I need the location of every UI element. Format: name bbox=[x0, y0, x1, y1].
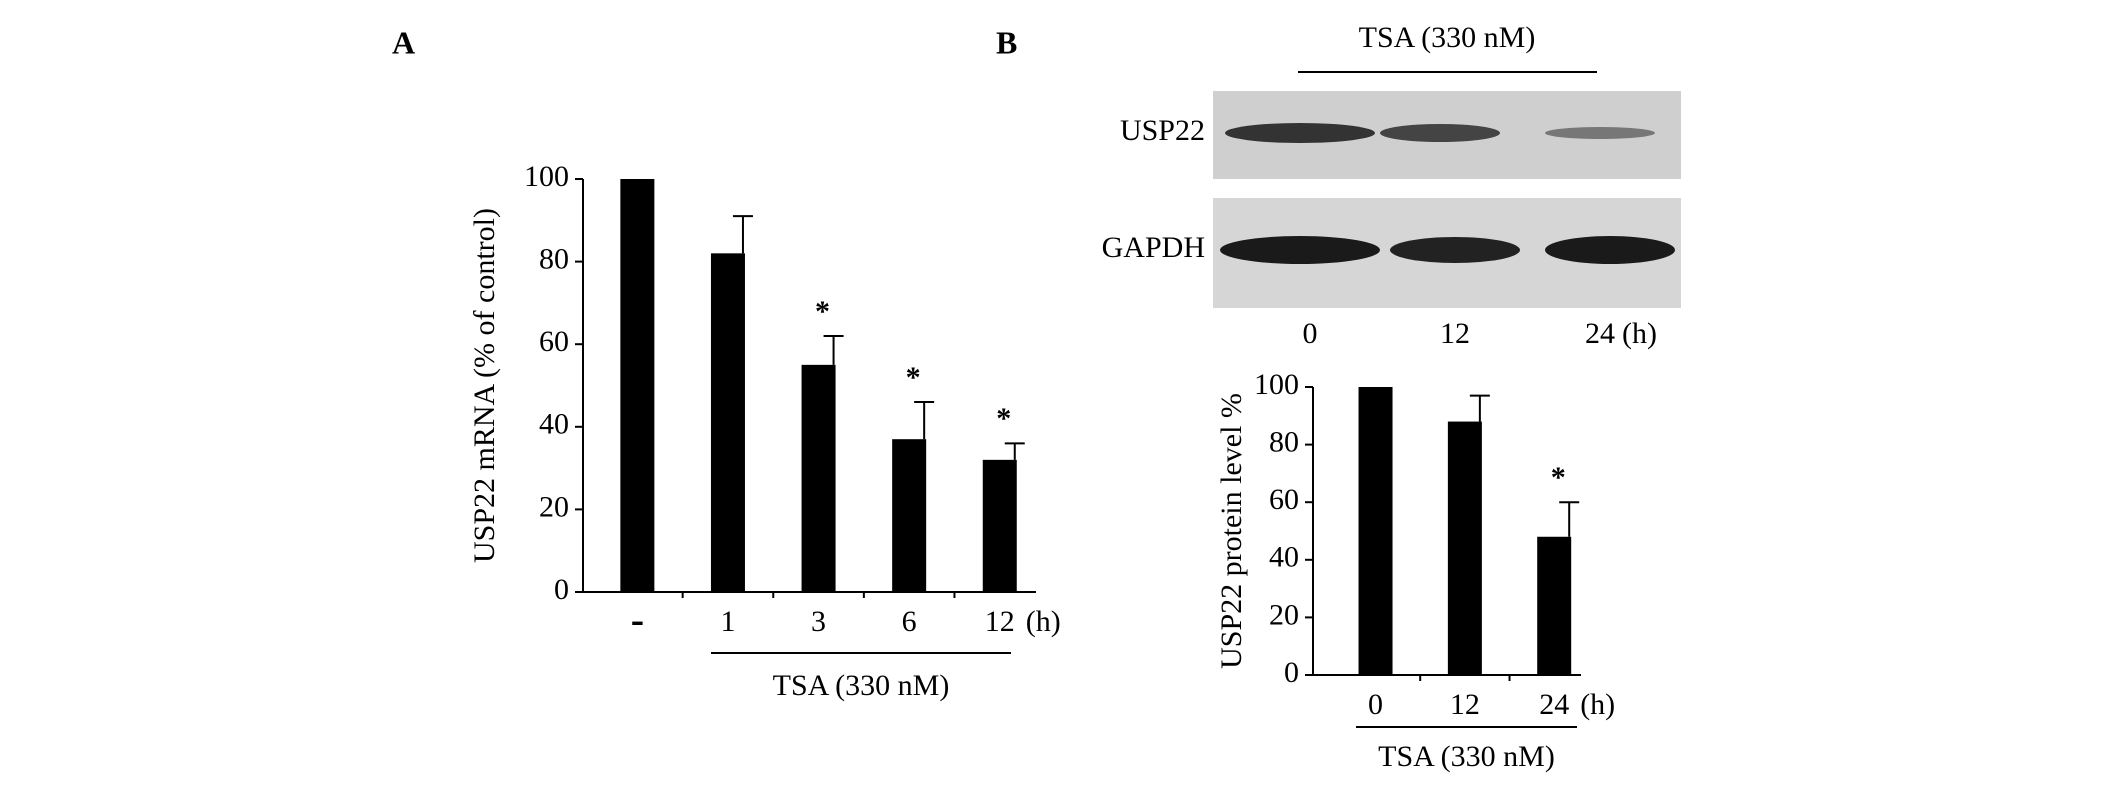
bar bbox=[1537, 536, 1572, 675]
y-axis-label: USP22 mRNA (% of control) bbox=[468, 208, 501, 563]
blot: TSA (330 nM) USP22 GAPDH 0 12 24 (h) bbox=[1102, 21, 1681, 350]
error-bar bbox=[914, 401, 935, 440]
error-bar bbox=[1469, 394, 1490, 422]
band bbox=[1380, 124, 1500, 142]
y-tick-label: 0 bbox=[1284, 656, 1299, 689]
blot-row-label: USP22 bbox=[1120, 114, 1205, 147]
band bbox=[1545, 127, 1655, 139]
band bbox=[1220, 236, 1380, 264]
x-tick-label: - bbox=[631, 597, 644, 642]
y-tick-label: 40 bbox=[1269, 541, 1299, 574]
y-tick-label: 80 bbox=[539, 242, 569, 275]
x-tick-label: 6 bbox=[902, 605, 917, 638]
panel-label: B bbox=[996, 24, 1017, 60]
error-bar bbox=[732, 215, 753, 254]
y-tick-label: 20 bbox=[539, 490, 569, 523]
group-label: TSA (330 nM) bbox=[1378, 740, 1555, 773]
significance-mark: * bbox=[906, 361, 921, 394]
lane-label: 0 bbox=[1303, 317, 1318, 350]
lane-label: 24 bbox=[1585, 317, 1615, 350]
x-tick-label: 1 bbox=[720, 605, 735, 638]
y-tick-label: 60 bbox=[1269, 483, 1299, 516]
error-bar bbox=[1559, 501, 1580, 537]
significance-mark: * bbox=[815, 295, 830, 328]
y-tick-label: 100 bbox=[1254, 368, 1299, 401]
panel-label: A bbox=[392, 24, 415, 60]
y-tick-label: 60 bbox=[539, 325, 569, 358]
significance-mark: * bbox=[996, 402, 1011, 435]
error-bar bbox=[1004, 442, 1025, 460]
band bbox=[1545, 236, 1675, 264]
blot-row-label: GAPDH bbox=[1102, 231, 1205, 264]
bar bbox=[801, 364, 836, 592]
x-tick-label: 24 bbox=[1539, 688, 1569, 721]
blot-title: TSA (330 nM) bbox=[1359, 21, 1536, 54]
x-tick-label: 12 bbox=[985, 605, 1015, 638]
group-label: TSA (330 nM) bbox=[773, 669, 950, 702]
bar bbox=[892, 439, 927, 592]
y-tick-label: 20 bbox=[1269, 598, 1299, 631]
bar bbox=[1447, 421, 1482, 675]
y-tick-label: 100 bbox=[524, 160, 569, 193]
y-axis-label: USP22 protein level % bbox=[1215, 393, 1248, 669]
bar bbox=[710, 253, 745, 592]
y-tick-label: 0 bbox=[554, 573, 569, 606]
x-unit: (h) bbox=[1580, 688, 1615, 721]
bar bbox=[1358, 387, 1393, 675]
x-tick-label: 0 bbox=[1368, 688, 1383, 721]
y-tick-label: 40 bbox=[539, 408, 569, 441]
bar bbox=[982, 459, 1017, 592]
x-tick-label: 3 bbox=[811, 605, 826, 638]
lane-label: 12 bbox=[1440, 317, 1470, 350]
significance-mark: * bbox=[1551, 461, 1566, 494]
lane-unit: (h) bbox=[1622, 317, 1657, 350]
x-unit: (h) bbox=[1026, 605, 1061, 638]
y-tick-label: 80 bbox=[1269, 425, 1299, 458]
band bbox=[1225, 123, 1375, 143]
band bbox=[1390, 237, 1520, 263]
bar bbox=[620, 179, 655, 592]
x-tick-label: 12 bbox=[1450, 688, 1480, 721]
error-bar bbox=[823, 334, 844, 365]
